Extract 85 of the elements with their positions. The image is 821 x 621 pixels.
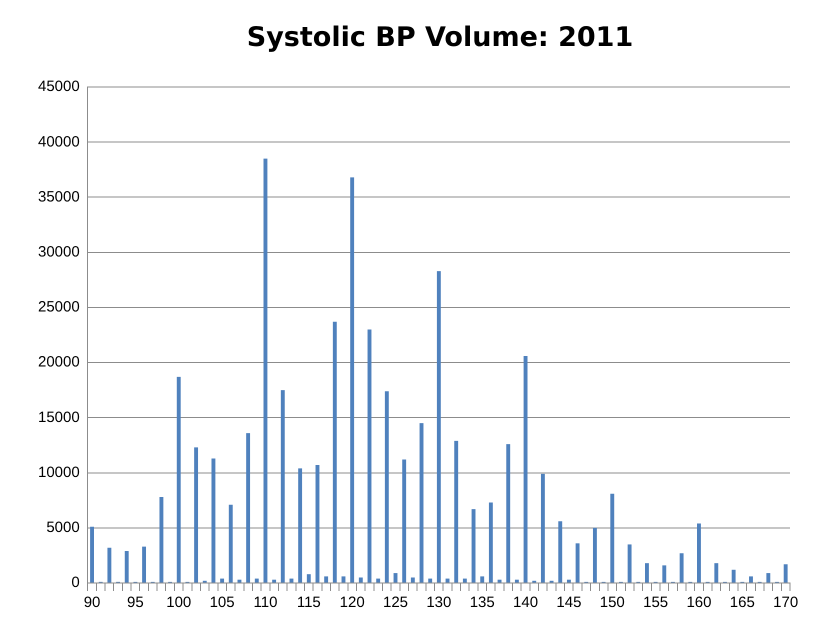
x-tick-label: 170 xyxy=(773,594,798,612)
y-tick-label: 5000 xyxy=(46,519,80,536)
bar xyxy=(628,544,632,582)
x-tick-label: 140 xyxy=(513,594,538,612)
bar xyxy=(194,447,198,582)
bar xyxy=(524,356,528,582)
x-tick-label: 165 xyxy=(730,594,755,612)
x-tick-label: 95 xyxy=(127,594,144,612)
bar xyxy=(680,553,684,582)
bar xyxy=(368,329,372,582)
x-tick-label: 145 xyxy=(556,594,582,612)
bar xyxy=(436,271,441,582)
y-tick-label: 40000 xyxy=(38,133,80,150)
x-tick-label: 135 xyxy=(470,594,495,612)
y-tick-label: 20000 xyxy=(38,354,80,371)
y-tick-label: 0 xyxy=(71,574,80,592)
bar xyxy=(402,460,406,582)
bar xyxy=(298,468,302,582)
bar xyxy=(246,433,250,582)
bar xyxy=(280,390,285,582)
bar xyxy=(384,391,389,582)
bar xyxy=(697,523,701,582)
bar xyxy=(420,423,424,582)
bar xyxy=(462,578,467,582)
bar xyxy=(254,578,259,582)
bar xyxy=(124,551,129,582)
bar xyxy=(220,578,224,582)
bar xyxy=(514,580,519,582)
bar xyxy=(446,578,450,582)
bar xyxy=(228,504,233,582)
bar xyxy=(540,474,545,582)
bar xyxy=(498,580,502,582)
bar xyxy=(90,526,94,582)
bar xyxy=(592,528,597,582)
y-tick-label: 10000 xyxy=(38,464,80,481)
bar xyxy=(644,563,649,582)
bar xyxy=(306,574,311,582)
x-tick-label: 125 xyxy=(382,594,408,612)
bar xyxy=(428,578,432,582)
x-tick-label: 90 xyxy=(84,594,100,612)
bar xyxy=(350,177,354,582)
bar xyxy=(576,543,580,582)
bar xyxy=(211,458,216,582)
bar xyxy=(732,570,736,582)
x-tick-label: 105 xyxy=(210,594,235,612)
bar xyxy=(142,546,146,582)
bar xyxy=(107,548,112,582)
bar xyxy=(264,158,268,582)
bar xyxy=(454,440,458,582)
bar xyxy=(472,509,476,582)
y-tick-label: 35000 xyxy=(38,188,80,206)
x-tick-label: 120 xyxy=(340,594,365,612)
chart-title: Systolic BP Volume: 2011 xyxy=(246,22,634,53)
bar xyxy=(332,322,337,582)
bar xyxy=(290,578,294,582)
y-tick-label: 15000 xyxy=(38,408,80,426)
bar xyxy=(784,564,788,582)
y-tick-label: 25000 xyxy=(38,298,80,316)
x-tick-label: 110 xyxy=(253,594,278,612)
bar xyxy=(237,580,242,582)
bar xyxy=(610,494,614,582)
y-tick-label: 30000 xyxy=(38,243,80,260)
bar xyxy=(176,376,181,582)
bar xyxy=(506,444,510,582)
x-tick-label: 130 xyxy=(426,594,452,612)
bar xyxy=(394,573,398,582)
x-tick-label: 115 xyxy=(296,594,321,612)
bar xyxy=(324,576,328,582)
bar xyxy=(766,573,770,582)
y-tick-label: 45000 xyxy=(38,78,80,96)
bar xyxy=(342,576,346,582)
bar xyxy=(488,502,493,582)
bar xyxy=(714,563,718,582)
bar xyxy=(272,580,276,582)
x-tick-label: 150 xyxy=(600,594,625,612)
bar xyxy=(749,576,753,582)
bar xyxy=(410,577,415,582)
bar xyxy=(358,577,363,582)
bar xyxy=(376,578,380,582)
bar xyxy=(566,580,571,582)
x-tick-label: 160 xyxy=(686,594,712,612)
x-tick-label: 155 xyxy=(643,594,668,612)
bar xyxy=(316,465,320,582)
x-tick-label: 100 xyxy=(166,594,192,612)
bar xyxy=(159,497,164,582)
